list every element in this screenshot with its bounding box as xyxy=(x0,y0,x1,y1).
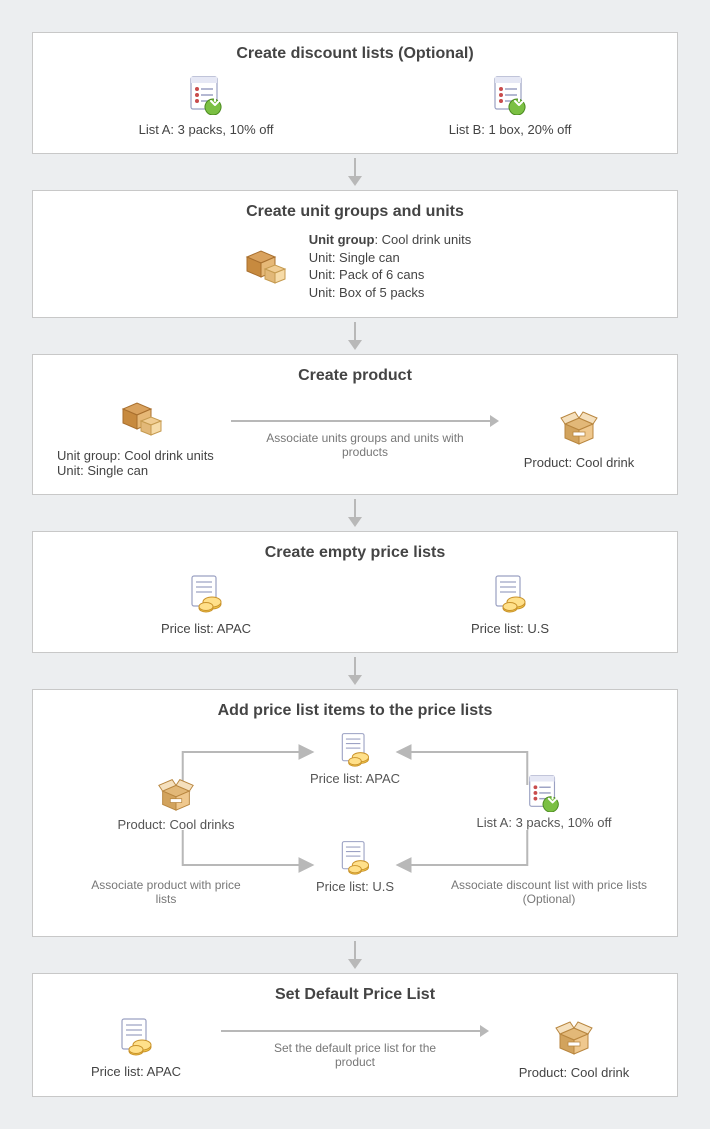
box-open-icon xyxy=(555,404,603,448)
right-caption: Associate discount list with price lists… xyxy=(449,878,649,906)
box-open-icon xyxy=(550,1014,598,1058)
node-label: List A: 3 packs, 10% off xyxy=(449,815,639,830)
pricelist-source: Price list: APAC xyxy=(51,1015,221,1079)
boxes-icon xyxy=(115,395,167,441)
step-empty-price-lists: Create empty price lists Price list: APA… xyxy=(32,531,678,653)
product-label: Product: Cool drink xyxy=(489,1065,659,1080)
unit-item: Unit: Single can xyxy=(309,249,472,267)
list-check-icon xyxy=(489,73,531,115)
discount-list-a: List A: 3 packs, 10% off xyxy=(139,73,274,137)
box-open-icon xyxy=(153,772,199,814)
node-label: Price list: APAC xyxy=(310,771,400,786)
pricelist-icon xyxy=(488,572,532,614)
node-label: Product: Cool drinks xyxy=(91,817,261,832)
unit-item: Unit: Box of 5 packs xyxy=(309,284,472,302)
list-label: List A: 3 packs, 10% off xyxy=(139,122,274,137)
arrow-caption: Associate units groups and units with pr… xyxy=(255,431,475,459)
connector-arrow-icon xyxy=(32,158,678,186)
pricelist-label: Price list: APAC xyxy=(161,621,251,636)
unit-item: Unit: Pack of 6 cans xyxy=(309,266,472,284)
pricelist-label: Price list: U.S xyxy=(471,621,549,636)
step-title: Add price list items to the price lists xyxy=(51,702,659,720)
connector-arrow-icon xyxy=(32,941,678,969)
unit-group-label: Unit group xyxy=(309,232,375,247)
step-title: Create empty price lists xyxy=(51,544,659,562)
pricelist-apac: Price list: APAC xyxy=(161,572,251,636)
list-check-icon xyxy=(185,73,227,115)
connector-arrow-icon xyxy=(32,322,678,350)
pricelist-us-node: Price list: U.S xyxy=(316,838,394,894)
step-title: Create product xyxy=(51,367,659,385)
unit-group-value: Cool drink units xyxy=(382,232,472,247)
discount-list-b: List B: 1 box, 20% off xyxy=(449,73,572,137)
unit-group-source: Unit group: Cool drink units Unit: Singl… xyxy=(51,395,231,478)
connector-arrow-icon xyxy=(32,499,678,527)
pricelist-icon xyxy=(184,572,228,614)
left-caption: Associate product with price lists xyxy=(81,878,251,906)
node-label: Price list: U.S xyxy=(316,879,394,894)
step-default-pricelist: Set Default Price List Price list: APAC … xyxy=(32,973,678,1097)
product-target: Product: Cool drink xyxy=(489,1014,659,1080)
step-discount-lists: Create discount lists (Optional) List A:… xyxy=(32,32,678,154)
connector-arrow-icon xyxy=(32,657,678,685)
pricelist-us: Price list: U.S xyxy=(471,572,549,636)
step-title: Set Default Price List xyxy=(51,986,659,1004)
flow-diagram: Create discount lists (Optional) List A:… xyxy=(0,0,710,1129)
source-line: Unit: Single can xyxy=(57,463,231,478)
step-add-pricelist-items: Add price list items to the price lists xyxy=(32,689,678,937)
pricelist-apac-node: Price list: APAC xyxy=(310,730,400,786)
pricelist-label: Price list: APAC xyxy=(51,1064,221,1079)
step-title: Create discount lists (Optional) xyxy=(51,45,659,63)
unit-group-details: Unit group: Cool drink units Unit: Singl… xyxy=(309,231,472,301)
pricelist-icon xyxy=(335,838,375,876)
product-target: Product: Cool drink xyxy=(499,404,659,470)
step-unit-groups: Create unit groups and units Unit group:… xyxy=(32,190,678,318)
list-label: List B: 1 box, 20% off xyxy=(449,122,572,137)
arrow-caption: Set the default price list for the produ… xyxy=(255,1041,455,1069)
pricelist-icon xyxy=(335,730,375,768)
product-label: Product: Cool drink xyxy=(499,455,659,470)
step-title: Create unit groups and units xyxy=(51,203,659,221)
step-create-product: Create product Unit group: Cool drink un… xyxy=(32,354,678,495)
list-check-icon xyxy=(524,772,564,812)
product-node: Product: Cool drinks xyxy=(91,772,261,832)
discount-list-node: List A: 3 packs, 10% off xyxy=(449,772,639,830)
pricelist-icon xyxy=(114,1015,158,1057)
source-line: Unit group: Cool drink units xyxy=(57,448,231,463)
boxes-icon xyxy=(239,243,291,289)
